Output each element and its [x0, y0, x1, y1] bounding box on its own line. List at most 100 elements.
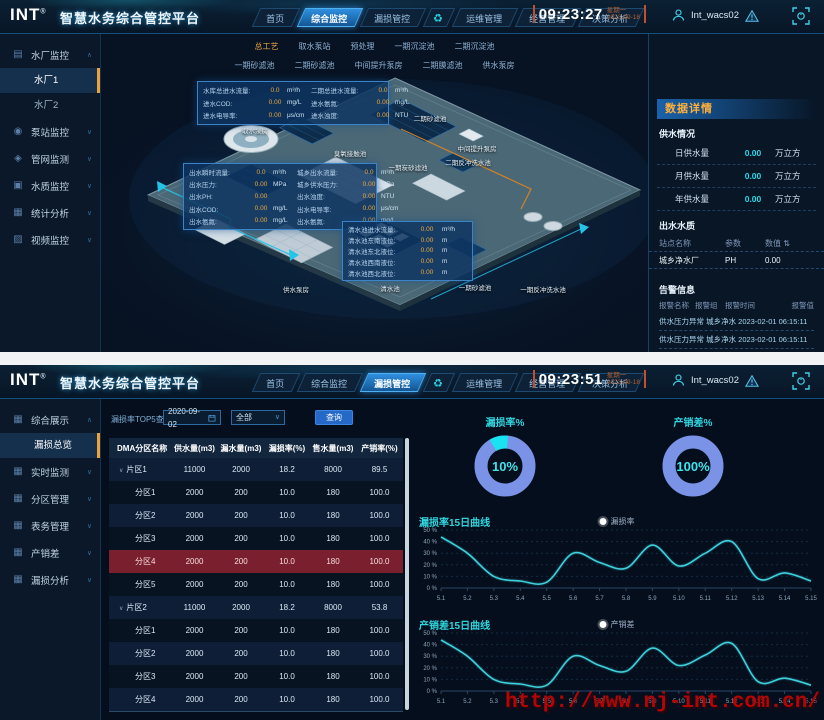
supply-section-title: 供水情况 [659, 129, 696, 139]
table-row[interactable]: ∨ 片区2 11000 2000 18.2 8000 53.8 [109, 596, 403, 619]
sidebar-item-3[interactable]: ▣ 水质监控 ∨ [0, 172, 100, 199]
process-tab[interactable]: 二期膜滤池 [422, 61, 463, 70]
table-row[interactable]: 分区3 2000 200 10.0 180 100.0 [109, 527, 403, 550]
sidebar-item-0[interactable]: ▤ 水厂监控 ∧ [0, 41, 100, 68]
nav-tab-3[interactable]: 运维管理 [451, 8, 519, 27]
sidebar-item-5[interactable]: ▨ 视频监控 ∨ [0, 226, 100, 253]
sidebar-item-3[interactable]: ▦ 表务管理 ∨ [0, 512, 100, 539]
clock-day: 2023-09-18 [606, 379, 640, 386]
row-name: ∨ 片区1 [109, 464, 171, 475]
row-cell: 10.0 [279, 626, 295, 635]
sidebar-item-4[interactable]: ▦ 统计分析 ∨ [0, 199, 100, 226]
sidebar-item-1[interactable]: ▦ 实时监测 ∨ [0, 458, 100, 485]
nav-tab-3[interactable]: 运维管理 [451, 373, 519, 392]
sidebar-subitem[interactable]: 水厂2 [34, 100, 59, 111]
column-header: DMA分区名称 [117, 443, 168, 453]
clock: 09:23:27 星期一 2023-09-18 [532, 5, 646, 23]
metric-value: 0.0 [364, 168, 374, 176]
plant-main-view: 总工艺 取水泵站 预处理 一期沉淀池 二期沉淀池 一期砂滤池 二期砂滤池 中间提升泵房 二期膜… [101, 33, 648, 352]
row-cell: 10.0 [279, 649, 295, 658]
legend-marker-icon [599, 621, 607, 628]
sidebar-item-5[interactable]: ▦ 漏损分析 ∨ [0, 566, 100, 593]
process-tab[interactable]: 中间提升泵房 [354, 61, 403, 70]
metric-unit: mg/L [273, 217, 288, 225]
column-header: 售水量(m3) [312, 443, 354, 453]
column-header: 漏损率(%) [268, 443, 306, 453]
alarm-row[interactable]: 供水压力异常 城乡净水 2023-02-01 06:15:11 [659, 313, 814, 331]
table-row[interactable]: 分区5 2000 200 10.0 180 100.0 [109, 573, 403, 596]
quality-row[interactable]: 城乡净水厂 PH 0.00 [649, 252, 824, 269]
nrw-donut: 产销差% 100% [633, 414, 753, 504]
row-name-text: 分区4 [135, 557, 156, 566]
sidebar-item-4[interactable]: ▦ 产销差 ∨ [0, 539, 100, 566]
area-select[interactable]: 全部 ∨ [231, 410, 285, 425]
exit-fullscreen-icon[interactable] [792, 372, 810, 390]
plant-area-label: 二期反冲洗水池 [445, 160, 491, 167]
supply-row: 日供水量 0.00 万立方 [657, 142, 816, 165]
alert-triangle-icon[interactable] [744, 374, 760, 388]
svg-text:5.12: 5.12 [726, 596, 738, 602]
screen-leakage: INT® 智慧水务综合管控平台 首页 综合监控 漏损管控 ♻ 运维管理 经营管理 决策分析 … [0, 365, 824, 720]
video-icon: ▨ [13, 234, 23, 245]
nav-tab-2[interactable]: 漏损管控 [359, 373, 427, 392]
nav-tab-1[interactable]: 综合监控 [296, 373, 364, 392]
supply-value: 0.00 [744, 194, 762, 204]
metric-label: 出水电导率: [297, 206, 332, 214]
process-tab[interactable]: 预处理 [350, 42, 375, 51]
metric-value: 0.00 [254, 192, 268, 200]
app-header: INT® 智慧水务综合管控平台 首页 综合监控 漏损管控 ♻ 运维管理 经营管理 决策分析 … [0, 0, 824, 34]
table-row[interactable]: 分区2 2000 200 10.0 180 100.0 [109, 642, 403, 665]
user-box[interactable]: Int_wacs02 [671, 373, 760, 388]
query-button[interactable]: 查询 [315, 410, 353, 425]
process-tab[interactable]: 一期砂滤池 [234, 61, 275, 70]
process-tab[interactable]: 取水泵站 [298, 42, 331, 51]
line-chart-title: 漏损率15日曲线 [419, 518, 491, 529]
date-picker[interactable]: 2020-09-02 [163, 407, 221, 429]
table-row[interactable]: 分区4 2000 200 10.0 180 100.0 [109, 688, 403, 711]
outlet-data-panel: 出水瞬时流量: 0.0 m³/h 城乡出水流量: 0.0 m³/h 出水压力: 0.00 MPa… [183, 163, 398, 230]
user-box[interactable]: Int_wacs02 [671, 8, 760, 23]
sidebar-item-label: 综合展示 [31, 415, 70, 427]
exit-fullscreen-icon[interactable] [792, 7, 810, 25]
table-row[interactable]: 分区1 2000 200 10.0 180 100.0 [109, 619, 403, 642]
collapse-caret-icon[interactable]: ∨ [119, 468, 124, 474]
user-name: Int_wacs02 [690, 375, 739, 386]
process-tab[interactable]: 总工艺 [254, 42, 279, 51]
nav-tab-1[interactable]: 综合监控 [296, 8, 364, 27]
clearwell-data-panel: 清水池进水流量: 0.00 m³/h 清水池东南液位: 0.00 m 清水池东北液位: 0.0… [342, 221, 473, 281]
row-cell: 8000 [324, 603, 342, 612]
svg-text:5.14: 5.14 [779, 596, 791, 602]
process-tab[interactable]: 二期沉淀池 [454, 42, 495, 51]
plant-area-label: 二期砂滤池 [413, 116, 447, 123]
nav-tab-label: 运维管理 [466, 14, 503, 24]
svg-text:5.10: 5.10 [673, 596, 685, 602]
process-tab[interactable]: 二期砂滤池 [294, 61, 335, 70]
nav-recycle-tab[interactable]: ♻ [422, 8, 456, 27]
sidebar-subitem[interactable]: 漏损总览 [0, 433, 100, 458]
nav-tab-0[interactable]: 首页 [251, 8, 301, 27]
collapse-caret-icon[interactable]: ∨ [119, 606, 124, 612]
sidebar-item-0[interactable]: ▦ 综合展示 ∧ [0, 406, 100, 433]
svg-text:20 %: 20 % [423, 563, 437, 569]
nav-tab-0[interactable]: 首页 [251, 373, 301, 392]
detail-panel-title: 数据详情 [657, 99, 816, 119]
table-scrollbar[interactable] [405, 438, 409, 710]
sidebar-item-1[interactable]: ◉ 泵站监控 ∨ [0, 118, 100, 145]
table-row[interactable]: 分区2 2000 200 10.0 180 100.0 [109, 504, 403, 527]
process-tab[interactable]: 供水泵房 [482, 61, 515, 70]
sidebar-item-2[interactable]: ◈ 管网监测 ∨ [0, 145, 100, 172]
panel-row: 清水池东北液位: 0.00 m [348, 246, 467, 257]
alert-triangle-icon[interactable] [744, 9, 760, 23]
sidebar-item-2[interactable]: ▦ 分区管理 ∨ [0, 485, 100, 512]
nav-recycle-tab[interactable]: ♻ [422, 373, 456, 392]
nav-tab-2[interactable]: 漏损管控 [359, 8, 427, 27]
table-row[interactable]: 分区4 2000 200 10.0 180 100.0 [109, 550, 403, 573]
table-row[interactable]: 分区3 2000 200 10.0 180 100.0 [109, 665, 403, 688]
alarm-header-row: 报警名称 报警组 报警时间 报警值 [649, 298, 824, 313]
table-row[interactable]: ∨ 片区1 11000 2000 18.2 8000 89.5 [109, 458, 403, 481]
sidebar-subitem[interactable]: 水厂1 [0, 68, 100, 93]
table-row[interactable]: 分区1 2000 200 10.0 180 100.0 [109, 481, 403, 504]
nav-tab-label: 运维管理 [466, 379, 503, 389]
process-tab[interactable]: 一期沉淀池 [394, 42, 435, 51]
alarm-row[interactable]: 供水压力异常 城乡净水 2023-02-01 06:15:11 [659, 331, 814, 349]
